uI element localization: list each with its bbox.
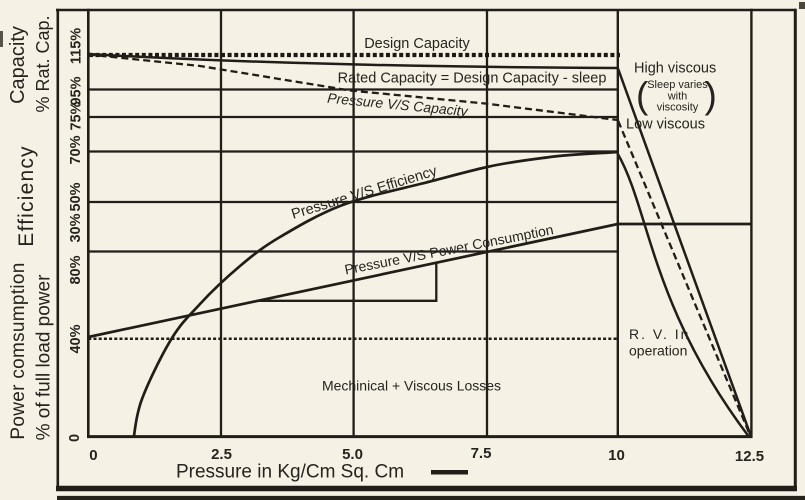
svg-text:0: 0	[89, 447, 97, 464]
svg-text:80%: 80%	[68, 255, 84, 284]
svg-text:Low viscous: Low viscous	[626, 117, 705, 133]
svg-text:with: with	[667, 91, 688, 103]
svg-text:R. V. In: R. V. In	[629, 326, 690, 342]
svg-text:): )	[705, 75, 717, 116]
svg-text:95%: 95%	[69, 76, 85, 105]
svg-text:Sleep varies: Sleep varies	[647, 79, 708, 91]
svg-text:70%: 70%	[68, 135, 84, 164]
svg-text:2.5: 2.5	[211, 446, 232, 463]
svg-text:12.5: 12.5	[735, 448, 764, 465]
svg-text:40%: 40%	[68, 324, 84, 353]
svg-text:operation: operation	[629, 343, 687, 359]
svg-text:5.0: 5.0	[342, 446, 363, 463]
svg-text:10: 10	[608, 447, 625, 464]
svg-text:Mechinical + Viscous Losses: Mechinical + Viscous Losses	[322, 378, 501, 394]
svg-text:115%: 115%	[69, 28, 85, 64]
svg-text:(: (	[636, 75, 649, 116]
svg-text:Pressure in Kg/Cm Sq. Cm: Pressure in Kg/Cm Sq. Cm	[176, 462, 404, 483]
svg-text:Rated Capacity = Design Capaci: Rated Capacity = Design Capacity - sleep	[338, 71, 607, 87]
svg-text:High viscous: High viscous	[634, 61, 716, 77]
svg-text:50%: 50%	[68, 182, 84, 211]
svg-text:viscosity: viscosity	[657, 102, 699, 114]
svg-text:75%: 75%	[69, 101, 85, 130]
svg-text:0: 0	[67, 434, 83, 442]
svg-text:30%: 30%	[68, 213, 84, 242]
svg-text:Power comsumption: Power comsumption	[8, 262, 29, 439]
svg-text:% Rat. Cap.: % Rat. Cap.	[33, 15, 53, 112]
svg-text:Efficiency: Efficiency	[15, 145, 38, 247]
svg-text:Design Capacity: Design Capacity	[364, 36, 470, 52]
svg-text:Capacity: Capacity	[7, 26, 29, 104]
svg-text:% of full load power: % of full load power	[34, 274, 55, 440]
svg-text:7.5: 7.5	[471, 445, 492, 462]
